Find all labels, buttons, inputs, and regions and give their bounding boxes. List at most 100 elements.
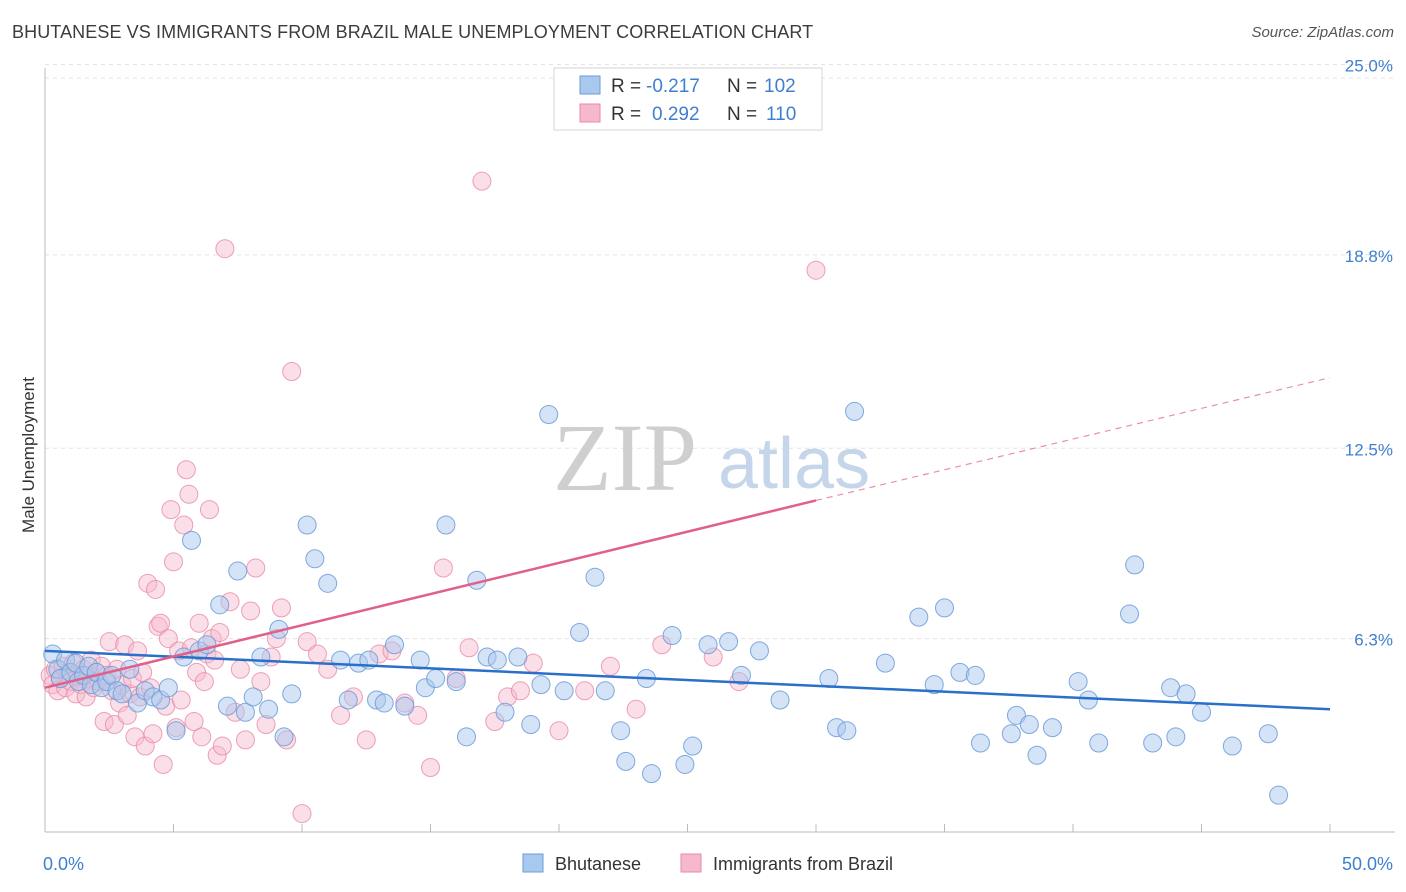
bhutanese-point (297, 515, 317, 535)
y-tick-label: 18.8% (1345, 247, 1393, 266)
brazil-point (626, 699, 646, 719)
brazil-point (251, 672, 271, 692)
n-value-brazil: 110 (766, 104, 796, 125)
brazil-point (212, 736, 232, 756)
bhutanese-point (487, 650, 507, 670)
bhutanese-point (611, 721, 631, 741)
n-value-bhutanese: 102 (764, 76, 796, 97)
bhutanese-point (274, 727, 294, 747)
brazil-point (153, 754, 173, 774)
watermark-atlas: atlas (718, 424, 870, 504)
bhutanese-point (570, 622, 590, 642)
bhutanese-point (1120, 604, 1140, 624)
brazil-point (246, 558, 266, 578)
bhutanese-point (1258, 724, 1278, 744)
brazil-point (282, 362, 302, 381)
bhutanese-point (924, 675, 944, 695)
brazil-point (146, 579, 166, 599)
brazil-point (176, 460, 196, 480)
brazil-point (230, 659, 250, 679)
brazil-point (421, 758, 440, 778)
y-tick-label: 6.3% (1354, 631, 1393, 650)
brazil-point (356, 730, 376, 750)
brazil-point (179, 484, 199, 504)
brazil-point (600, 656, 620, 676)
bhutanese-point (1125, 555, 1145, 575)
bhutanese-point (1143, 733, 1163, 753)
bhutanese-point (845, 401, 865, 421)
brazil-point (472, 171, 492, 191)
brazil-point (408, 705, 428, 725)
bhutanese-trend-line (44, 649, 1331, 711)
bhutanese-point (243, 687, 263, 707)
brazil-point (161, 500, 181, 520)
brazil-point (151, 613, 171, 633)
bhutanese-point (1166, 727, 1186, 747)
bhutanese-point (1042, 718, 1062, 738)
legend-brazil-swatch (680, 853, 702, 873)
bhutanese-point (1269, 785, 1289, 805)
bhutanese-point (521, 715, 541, 735)
bhutanese-point (616, 751, 636, 771)
x-tick-label: 0.0% (43, 854, 84, 874)
n-label-brazil: N = (727, 104, 757, 125)
bhutanese-point (217, 696, 237, 716)
source-label: Source: ZipAtlas.com (1251, 24, 1394, 41)
brazil-trend-line (44, 499, 817, 689)
bhutanese-point (338, 690, 358, 710)
bhutanese-point (837, 721, 857, 741)
bhutanese-point (819, 669, 839, 688)
bhutanese-point (1078, 690, 1098, 710)
bhutanese-point (1001, 724, 1021, 744)
bhutanese-point (385, 635, 405, 655)
bhutanese-point (1068, 672, 1088, 692)
bhutanese-point (1222, 736, 1242, 756)
brazil-point (143, 724, 163, 744)
bhutanese-point (508, 647, 528, 667)
brazil-point (292, 804, 312, 824)
bhutanese-point (554, 681, 574, 701)
bhutanese-point (1192, 702, 1211, 722)
bhutanese-point (166, 721, 186, 741)
trend-lines (44, 377, 1331, 711)
brazil-point (549, 721, 569, 741)
bhutanese-point (662, 626, 682, 646)
bhutanese-point (259, 699, 279, 719)
r-label-bhutanese: R = (611, 76, 641, 97)
brazil-point (271, 598, 291, 618)
stats-legend: R = -0.217 N = 102 R = 0.292 N = 110 (553, 67, 823, 131)
brazil-point (117, 705, 137, 725)
bhutanese-point (875, 653, 895, 673)
brazil-point (210, 622, 230, 642)
bhutanese-point (235, 702, 255, 722)
brazil-point (171, 690, 191, 710)
brazil-point (164, 552, 183, 572)
brazil-point (158, 629, 178, 649)
bhutanese-point (531, 675, 551, 695)
brazil-point (135, 736, 155, 756)
bhutanese-point (749, 641, 769, 661)
bhutanese-point (1019, 715, 1039, 735)
bhutanese-point (331, 650, 351, 670)
bhutanese-swatch (579, 75, 601, 95)
bhutanese-point (495, 702, 515, 722)
brazil-point (510, 681, 530, 701)
brazil-point (194, 672, 214, 692)
brazil-point (215, 239, 235, 259)
bhutanese-point (426, 669, 446, 688)
bhutanese-point (1176, 684, 1196, 704)
bhutanese-point (1006, 705, 1026, 725)
x-tick-label: 50.0% (1342, 854, 1393, 874)
legend-bhutanese-label: Bhutanese (555, 854, 641, 874)
watermark-zip: ZIP (553, 404, 697, 511)
brazil-point (99, 632, 119, 652)
series-brazil-points (40, 171, 826, 824)
bhutanese-point (305, 549, 325, 569)
brazil-point (128, 641, 148, 661)
brazil-swatch (579, 103, 601, 123)
brazil-point (104, 715, 124, 735)
brazil-point (184, 711, 204, 731)
bhutanese-point (181, 530, 201, 550)
y-axis-label: Male Unemployment (19, 377, 38, 533)
bhutanese-point (950, 662, 970, 682)
